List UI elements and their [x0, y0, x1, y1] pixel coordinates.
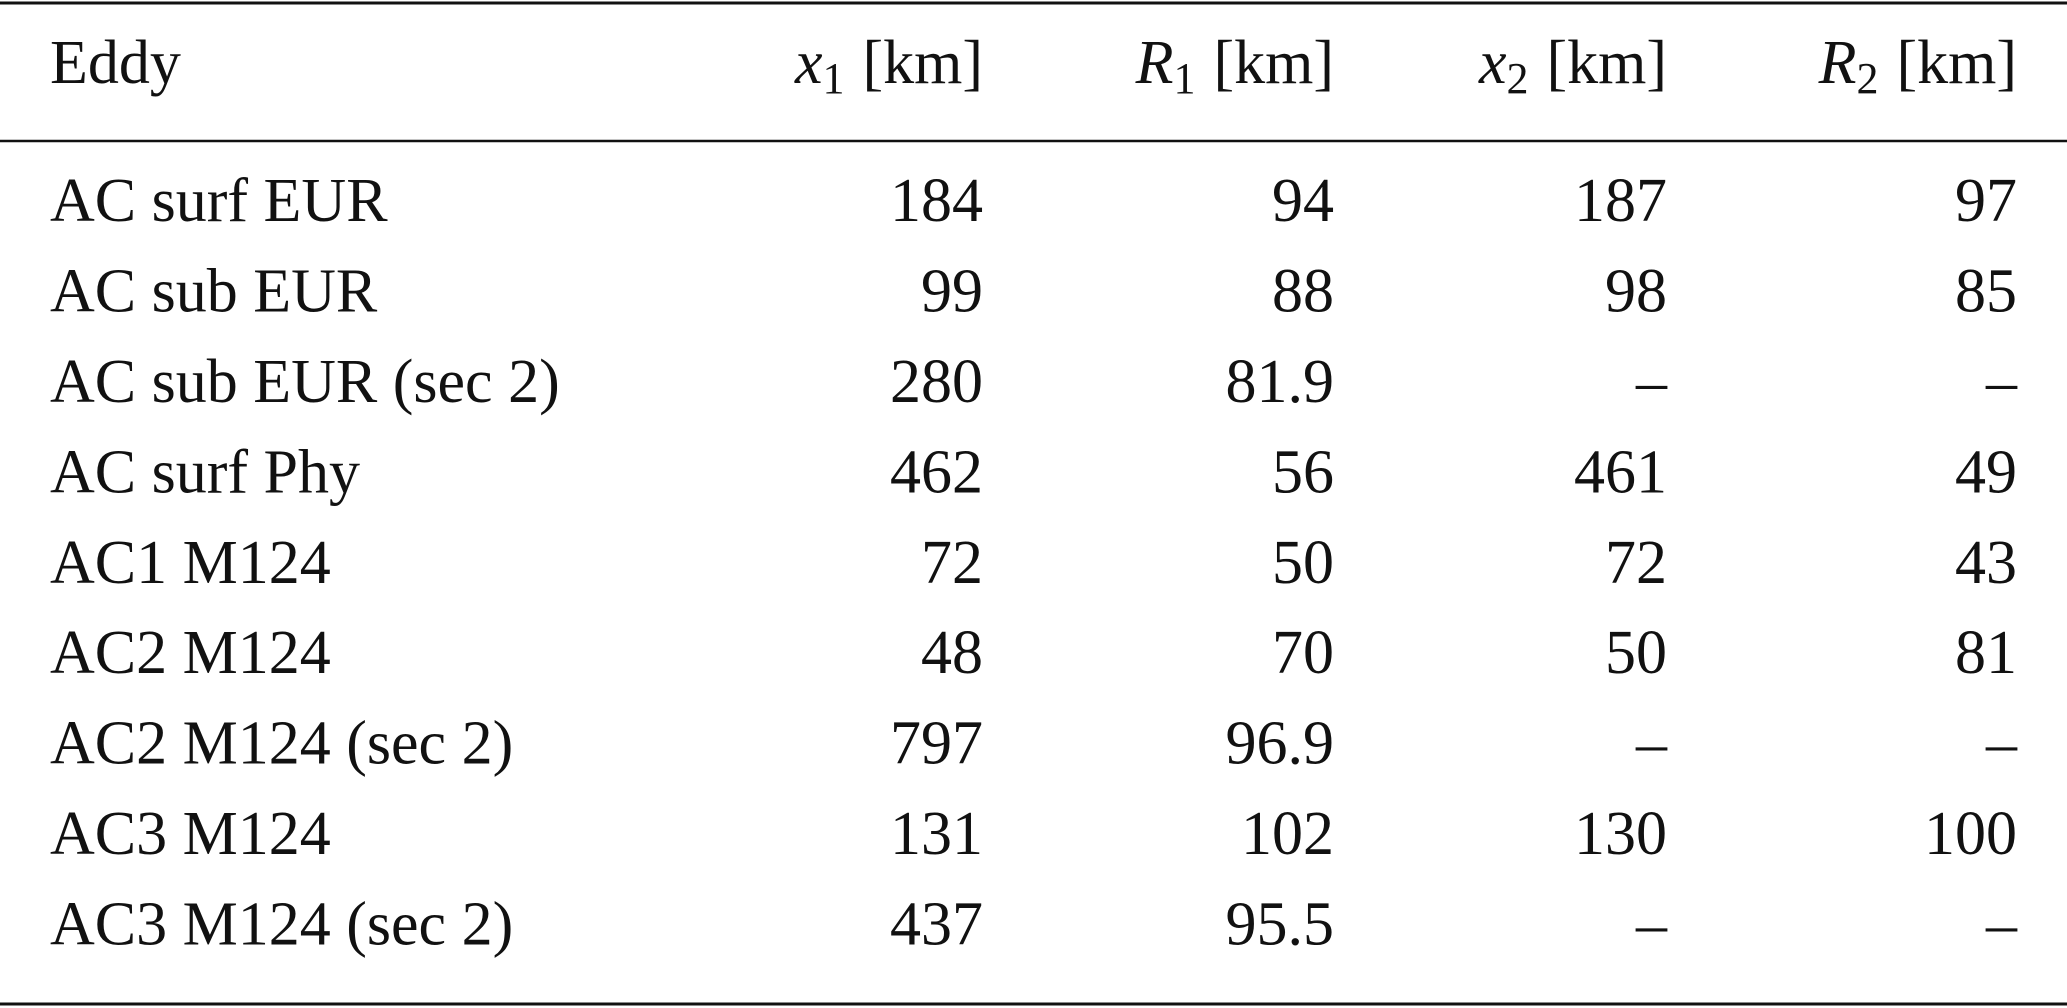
cell-value: 94 [1272, 167, 1334, 235]
header-unit: [km] [1213, 29, 1334, 97]
cell-value: – [1635, 710, 1668, 778]
cell-value: – [1985, 348, 2018, 416]
cell-value: – [1985, 890, 2018, 958]
header-cell: R1 [km] [1135, 29, 1334, 103]
header-subscript: 2 [1506, 54, 1528, 103]
cell-value: 81.9 [1226, 348, 1335, 416]
row-label: AC sub EUR [50, 258, 378, 326]
cell-value: 88 [1272, 258, 1334, 326]
row-label: AC3 M124 [50, 800, 331, 868]
cell-value: 462 [890, 438, 983, 506]
cell-value: 50 [1272, 529, 1334, 597]
cell-value: 98 [1605, 258, 1667, 326]
header-symbol: x [794, 29, 823, 97]
row-label: AC sub EUR (sec 2) [50, 348, 560, 416]
cell-value: 48 [921, 619, 983, 687]
cell-value: 797 [890, 710, 983, 778]
cell-value: 130 [1574, 800, 1667, 868]
header-symbol: x [1478, 29, 1507, 97]
cell-value: 97 [1955, 167, 2017, 235]
header-cell: Eddy [50, 29, 181, 97]
header-cell: R2 [km] [1818, 29, 2017, 103]
header-unit: [km] [1896, 29, 2017, 97]
header-unit: [km] [862, 29, 983, 97]
cell-value: 96.9 [1226, 710, 1335, 778]
header-cell: x2 [km] [1478, 29, 1667, 103]
cell-value: 184 [890, 167, 983, 235]
header-subscript: 1 [822, 54, 844, 103]
header-symbol: R [1135, 29, 1174, 97]
cell-value: 100 [1924, 800, 2017, 868]
row-label: AC2 M124 (sec 2) [50, 710, 513, 778]
cell-value: 187 [1574, 167, 1667, 235]
cell-value: 461 [1574, 438, 1667, 506]
row-label: AC3 M124 (sec 2) [50, 890, 513, 958]
header-symbol: R [1818, 29, 1857, 97]
cell-value: 95.5 [1226, 890, 1335, 958]
row-label: AC surf EUR [50, 167, 388, 235]
cell-value: 99 [921, 258, 983, 326]
cell-value: 72 [1605, 529, 1667, 597]
cell-value: 72 [921, 529, 983, 597]
cell-value: 85 [1955, 258, 2017, 326]
header-subscript: 1 [1173, 54, 1195, 103]
cell-value: 437 [890, 890, 983, 958]
cell-value: 50 [1605, 619, 1667, 687]
cell-value: 131 [890, 800, 983, 868]
cell-value: – [1985, 710, 2018, 778]
header-unit: [km] [1546, 29, 1667, 97]
row-label: AC2 M124 [50, 619, 331, 687]
cell-value: – [1635, 890, 1668, 958]
cell-value: 81 [1955, 619, 2017, 687]
cell-value: 102 [1241, 800, 1334, 868]
row-label: AC1 M124 [50, 529, 331, 597]
cell-value: 49 [1955, 438, 2017, 506]
row-label: AC surf Phy [50, 438, 360, 506]
cell-value: 280 [890, 348, 983, 416]
header-subscript: 2 [1856, 54, 1878, 103]
cell-value: – [1635, 348, 1668, 416]
cell-value: 56 [1272, 438, 1334, 506]
cell-value: 70 [1272, 619, 1334, 687]
header-cell: x1 [km] [794, 29, 983, 103]
cell-value: 43 [1955, 529, 2017, 597]
